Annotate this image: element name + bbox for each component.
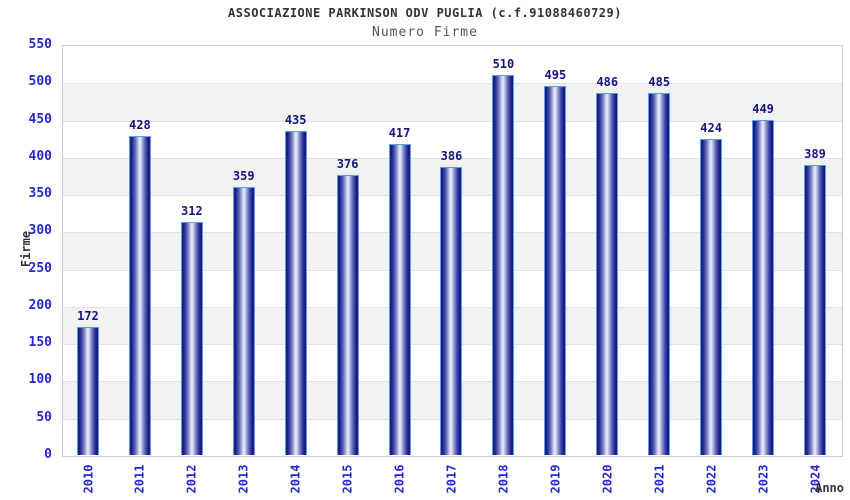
bar xyxy=(232,187,255,455)
bar xyxy=(492,74,515,455)
x-axis: 2010 2011 2012 2013 2014 2015 2016 2017 2018 2019… xyxy=(62,458,841,500)
bar xyxy=(752,120,775,455)
y-axis-tick-label: 250 xyxy=(28,260,52,276)
bar-value-label: 424 xyxy=(700,120,722,135)
y-axis-tick-label: 100 xyxy=(28,372,52,388)
grid-band xyxy=(63,46,842,84)
bar xyxy=(180,222,203,455)
y-axis-title: Firme xyxy=(19,230,33,268)
y-axis-tick-label: 150 xyxy=(28,335,52,351)
x-axis-tick-label: 2017 xyxy=(444,464,459,494)
y-axis-tick-label: 550 xyxy=(28,37,52,52)
bar xyxy=(700,138,723,455)
bar-slot: 417 xyxy=(374,45,426,455)
bar xyxy=(804,165,827,455)
bar-slot: 449 xyxy=(737,45,789,455)
chart-subtitle: Numero Firme xyxy=(372,25,478,40)
bar-slot: 510 xyxy=(477,45,529,455)
x-axis-tick-label: 2022 xyxy=(704,464,719,494)
y-axis-tick-label: 500 xyxy=(28,74,52,90)
x-axis-title: Anno xyxy=(815,481,844,495)
x-axis-tick-label: 2020 xyxy=(600,464,615,494)
x-axis-tick-label: 2021 xyxy=(652,464,667,494)
bar-value-label: 386 xyxy=(440,149,463,164)
bar xyxy=(76,326,99,455)
bar-slot: 428 xyxy=(114,45,166,455)
bar-value-label: 485 xyxy=(648,75,671,90)
bar-slot: 172 xyxy=(62,45,114,455)
bar-series: 172 428 312 359 435 376 417 386 510 495 486 485 424 4… xyxy=(62,45,841,455)
bar-slot: 495 xyxy=(529,45,581,455)
x-axis-tick-label: 2013 xyxy=(236,464,251,494)
bar-value-label: 376 xyxy=(336,156,359,171)
bar xyxy=(544,86,567,455)
bar xyxy=(648,93,671,455)
x-axis-tick-label: 2018 xyxy=(496,464,511,494)
y-axis-tick-label: 0 xyxy=(44,447,52,462)
bar-slot: 312 xyxy=(166,45,218,455)
x-axis-tick-label: 2016 xyxy=(392,464,407,494)
chart-title: ASSOCIAZIONE PARKINSON ODV PUGLIA (c.f.9… xyxy=(228,6,622,20)
bar xyxy=(336,174,359,455)
bar-slot: 376 xyxy=(322,45,374,455)
bar-value-label: 359 xyxy=(232,169,255,184)
x-axis-tick-label: 2014 xyxy=(288,464,303,494)
bar-slot: 486 xyxy=(581,45,633,455)
y-axis-tick-label: 400 xyxy=(28,148,52,164)
bar-value-label: 435 xyxy=(284,112,307,127)
y-axis-tick-label: 300 xyxy=(28,223,52,239)
bar-value-label: 172 xyxy=(77,308,99,323)
x-axis-tick-label: 2019 xyxy=(548,464,563,494)
bar xyxy=(388,144,411,455)
x-axis-tick-label: 2010 xyxy=(80,464,95,494)
bar-value-label: 312 xyxy=(180,204,203,219)
bar-slot: 386 xyxy=(426,45,478,455)
bar xyxy=(128,135,151,455)
x-axis-tick-label: 2015 xyxy=(340,464,355,494)
bar-value-label: 510 xyxy=(492,56,515,71)
y-axis-tick-label: 350 xyxy=(28,186,52,202)
bar-slot: 359 xyxy=(218,45,270,455)
bar xyxy=(284,130,307,455)
y-axis-tick-label: 450 xyxy=(28,111,52,127)
bar xyxy=(596,92,619,455)
x-axis-tick-label: 2011 xyxy=(132,464,147,494)
bar-slot: 435 xyxy=(270,45,322,455)
bar-slot: 424 xyxy=(685,45,737,455)
bar-value-label: 449 xyxy=(752,102,774,117)
bar-value-label: 428 xyxy=(129,117,151,132)
y-axis-tick-label: 200 xyxy=(28,297,52,313)
bar-value-label: 389 xyxy=(804,147,826,162)
bar-slot: 389 xyxy=(789,45,841,455)
x-axis-tick-label: 2023 xyxy=(756,464,771,494)
bar-value-label: 495 xyxy=(544,68,567,82)
bar-value-label: 417 xyxy=(388,126,411,141)
y-axis-tick-label: 50 xyxy=(36,409,52,425)
grid-band xyxy=(63,83,842,121)
bar-value-label: 486 xyxy=(596,74,619,89)
x-axis-tick-label: 2012 xyxy=(184,464,199,494)
bar xyxy=(440,167,463,455)
bar-slot: 485 xyxy=(633,45,685,455)
